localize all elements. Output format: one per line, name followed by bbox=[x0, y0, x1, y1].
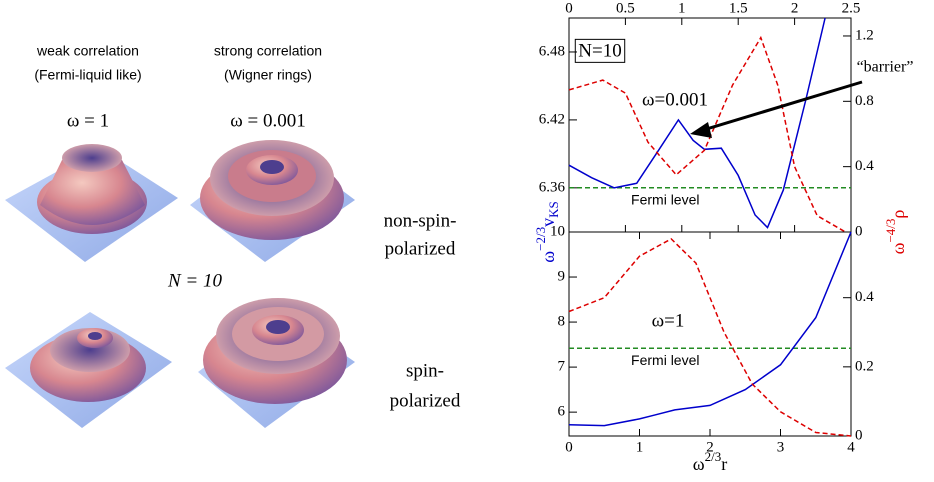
column-subtitle: (Wigner rings) bbox=[224, 67, 312, 83]
y-tick-label: 10 bbox=[550, 223, 565, 239]
series-line bbox=[568, 237, 852, 437]
surface-crater bbox=[62, 144, 122, 172]
x-tick-label: 4 bbox=[847, 439, 855, 455]
y-tick-label: 8 bbox=[558, 314, 566, 330]
y-tick-label: 7 bbox=[558, 359, 566, 375]
y2-tick-label: 0.4 bbox=[855, 158, 874, 174]
annotation: ω=0.001 bbox=[642, 89, 708, 110]
axis-label-part: r bbox=[721, 454, 727, 474]
column-title: weak correlation bbox=[36, 43, 139, 59]
barrier-arrow bbox=[699, 80, 863, 133]
row-label: spin- bbox=[406, 360, 444, 381]
y2-tick-label: 0.2 bbox=[855, 358, 874, 374]
row-label: polarized bbox=[390, 390, 461, 411]
series-line bbox=[568, 35, 846, 233]
y2-tick-label: 1.2 bbox=[855, 27, 874, 43]
omega-label: ω = 0.001 bbox=[230, 110, 305, 131]
axis-label-part: ω bbox=[538, 251, 558, 263]
y2-tick-label: 0.8 bbox=[855, 93, 874, 109]
y-tick-label: 6.36 bbox=[539, 179, 566, 195]
y-tick-label: 9 bbox=[558, 268, 566, 284]
x-tick-label: 0.5 bbox=[616, 0, 635, 16]
surface-ring bbox=[266, 320, 290, 334]
x-tick-label: 2 bbox=[706, 439, 714, 455]
series-line bbox=[568, 231, 852, 427]
annotation: N=10 bbox=[578, 40, 621, 61]
axis-label: ω−2/3vKS bbox=[533, 201, 561, 262]
x-tick-label: 1 bbox=[636, 439, 644, 455]
x-tick-label: 3 bbox=[777, 439, 785, 455]
axis-label-part: −2/3 bbox=[533, 227, 548, 251]
annotation-box bbox=[574, 38, 626, 63]
row-label: polarized bbox=[385, 238, 456, 259]
axis-label-part: KS bbox=[546, 201, 561, 218]
y-tick-label: 6.42 bbox=[539, 111, 565, 127]
charts: 0 0.5 1 1.5 2 2.5 6.36 6.42 6.48 0 0.4 0.8 1.2 Fermi … bbox=[533, 0, 913, 474]
surface-ring bbox=[260, 160, 284, 174]
surface-plots bbox=[5, 140, 355, 428]
y-tick-label: 6 bbox=[558, 404, 566, 420]
column-title: strong correlation bbox=[214, 43, 322, 59]
y2-tick-label: 0 bbox=[855, 427, 863, 443]
axis-label-part: −4/3 bbox=[883, 219, 898, 243]
barrier-arrowhead bbox=[690, 122, 712, 138]
series-label: Fermi level bbox=[631, 192, 699, 208]
x-tick-label: 1.5 bbox=[729, 0, 748, 16]
axis-label: ω2/3r bbox=[693, 449, 727, 474]
x-tick-label: 1 bbox=[678, 0, 686, 16]
axis-label: ω−4/3ρ bbox=[883, 210, 908, 255]
annotation: ω=1 bbox=[652, 310, 685, 331]
x-tick-label: 0 bbox=[565, 439, 573, 455]
axis-label-part: ρ bbox=[888, 210, 908, 219]
annotation: “barrier” bbox=[857, 59, 914, 76]
y-tick-label: 6.48 bbox=[539, 43, 565, 59]
y2-tick-label: 0 bbox=[855, 223, 863, 239]
x-tick-label: 2 bbox=[791, 0, 799, 16]
axis-label-part: 2/3 bbox=[705, 449, 722, 464]
y2-tick-label: 0.4 bbox=[855, 289, 874, 305]
axis-label-part: ω bbox=[693, 454, 705, 474]
left-labels: weak correlation (Fermi-liquid like) str… bbox=[34, 43, 461, 412]
column-subtitle: (Fermi-liquid like) bbox=[34, 67, 141, 83]
x-tick-label: 2.5 bbox=[842, 0, 861, 16]
series-label: Fermi level bbox=[631, 352, 699, 368]
omega-label: ω = 1 bbox=[67, 110, 109, 131]
axis-label-part: v bbox=[538, 218, 558, 227]
surface-body bbox=[40, 160, 145, 225]
surface-ring bbox=[88, 332, 102, 340]
axis-label-part: ω bbox=[888, 242, 908, 254]
row-label: non-spin- bbox=[384, 210, 457, 231]
x-tick-label: 0 bbox=[565, 0, 573, 16]
particle-number: N = 10 bbox=[167, 270, 222, 291]
